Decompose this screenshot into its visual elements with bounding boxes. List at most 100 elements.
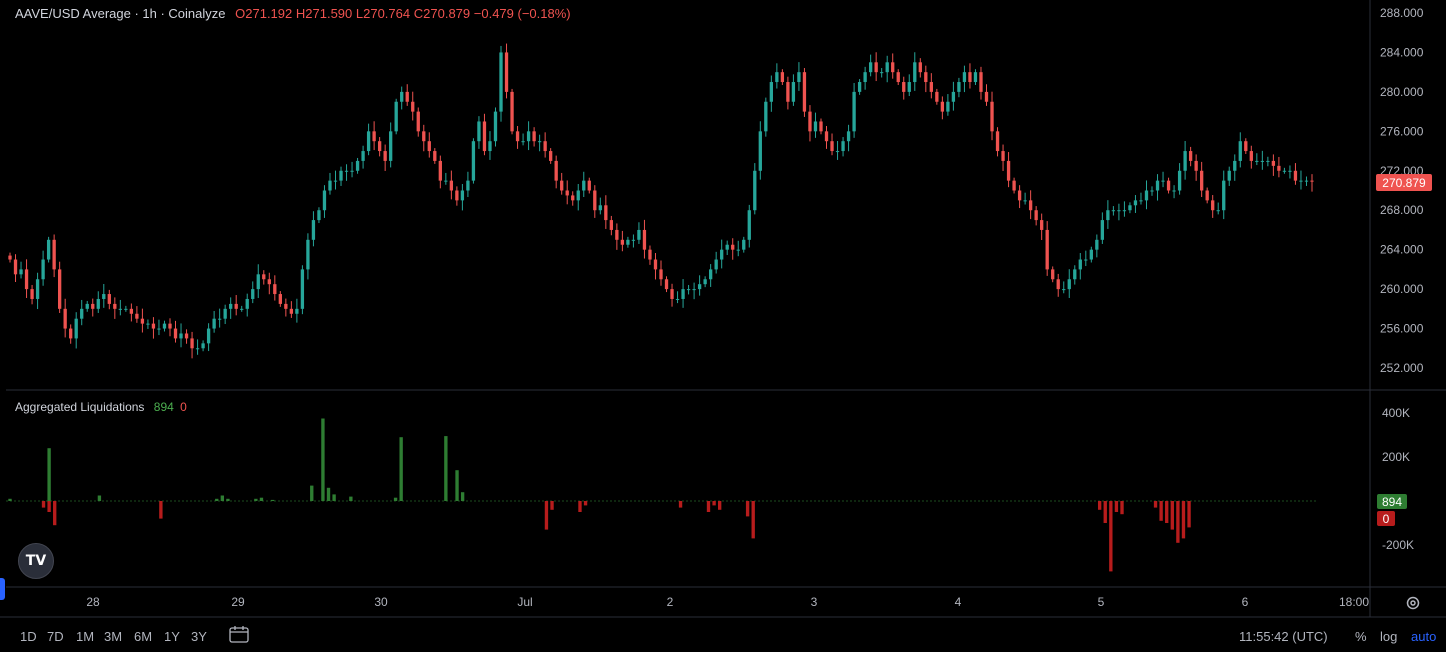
- range-3m-button[interactable]: 3M: [104, 629, 123, 644]
- candle-body: [1139, 200, 1143, 202]
- candle-body: [686, 289, 691, 291]
- price-tick-label: 280.000: [1380, 85, 1424, 99]
- candle-body: [537, 141, 542, 143]
- candle-body: [758, 131, 762, 171]
- candle-body: [206, 328, 211, 344]
- liquidation-short-bar: [745, 501, 750, 517]
- chart-settings-icon[interactable]: [1406, 596, 1420, 610]
- candle-body: [819, 121, 823, 132]
- candle-body: [587, 180, 591, 191]
- open-value: O271.192: [235, 6, 293, 21]
- candle-body: [74, 318, 78, 339]
- liquidation-short-badge: 0: [1377, 511, 1395, 526]
- candle-body: [157, 328, 161, 330]
- high-value: H271.590: [295, 6, 353, 21]
- candle-body: [515, 131, 520, 142]
- symbol-line: AAVE/USD Average · 1h · Coinalyze: [15, 6, 226, 21]
- candle-body: [1227, 170, 1231, 181]
- candle-body: [863, 72, 867, 83]
- range-1y-button[interactable]: 1Y: [164, 629, 180, 644]
- liquidation-long-bar: [460, 492, 465, 501]
- candle-body: [251, 289, 255, 299]
- candle-body: [929, 82, 933, 92]
- liquidation-long-bar: [97, 495, 102, 501]
- candle-body: [670, 289, 674, 299]
- log-toggle[interactable]: log: [1380, 629, 1398, 644]
- candle-body: [69, 328, 73, 339]
- candle-body: [1183, 151, 1187, 171]
- liquidation-short-bar: [583, 501, 588, 506]
- liquidation-long-badge: 894: [1377, 494, 1407, 509]
- candle-body: [725, 244, 729, 250]
- liquidation-short-bar: [1159, 501, 1163, 521]
- candle-body: [91, 303, 95, 309]
- candle-body: [8, 255, 12, 260]
- liquidation-short-bar: [1176, 501, 1180, 543]
- candle-body: [1062, 289, 1066, 291]
- utc-clock[interactable]: 11:55:42 (UTC): [1239, 629, 1328, 644]
- candle-body: [52, 239, 56, 270]
- liquidation-short-bar: [47, 501, 51, 512]
- candle-body: [736, 249, 740, 251]
- date-range-icon[interactable]: [229, 626, 249, 643]
- candle-body: [13, 259, 18, 275]
- price-axis[interactable]: 288.000284.000280.000276.000272.000268.0…: [1380, 6, 1424, 375]
- candle-body: [1249, 151, 1253, 161]
- liquidation-short-bar: [53, 501, 57, 526]
- candle-body: [1100, 220, 1105, 240]
- range-1d-button[interactable]: 1D: [20, 629, 37, 644]
- symbol-title[interactable]: AAVE/USD Average · 1h · Coinalyze O271.1…: [15, 6, 571, 21]
- liquidation-long-bar: [455, 470, 459, 501]
- percent-toggle[interactable]: %: [1355, 629, 1367, 644]
- last-price-badge: 270.879: [1376, 174, 1432, 191]
- time-axis-label: 5: [1098, 595, 1105, 609]
- candle-body: [57, 269, 62, 309]
- candle-body: [217, 318, 222, 320]
- candle-body: [96, 298, 100, 309]
- candle-body: [797, 72, 801, 83]
- time-axis-label: 28: [86, 595, 100, 609]
- candle-body: [339, 170, 343, 181]
- candle-body: [1067, 279, 1071, 290]
- tradingview-logo[interactable]: TV: [18, 543, 54, 579]
- candle-body: [377, 141, 382, 152]
- candle-body: [80, 308, 84, 319]
- candle-body: [1001, 151, 1005, 161]
- candle-body: [1150, 190, 1154, 192]
- liquidation-short-bar: [1153, 501, 1158, 508]
- candle-body: [1177, 170, 1182, 191]
- candle-body: [471, 141, 476, 181]
- candle-body: [146, 323, 150, 325]
- candle-body: [162, 323, 167, 329]
- candle-body: [267, 279, 271, 285]
- time-axis[interactable]: 28 29 30 Jul 2 3 4 5 6 18:00: [86, 595, 1369, 609]
- candle-body: [113, 303, 117, 309]
- candle-body: [824, 131, 829, 142]
- liquidation-long-bar: [254, 498, 258, 501]
- candle-body: [510, 91, 514, 132]
- candle-body: [775, 72, 779, 83]
- candle-body: [240, 308, 244, 310]
- candle-body: [256, 274, 260, 290]
- indicator-legend[interactable]: Aggregated Liquidations 894 0: [15, 400, 187, 414]
- candle-body: [1288, 170, 1292, 172]
- candle-body: [979, 72, 983, 92]
- candle-body: [598, 205, 602, 211]
- candle-body: [1023, 200, 1027, 202]
- liquidation-long-bar: [326, 487, 331, 501]
- candle-body: [118, 308, 122, 310]
- range-6m-button[interactable]: 6M: [134, 629, 153, 644]
- side-panel-handle[interactable]: [0, 578, 5, 600]
- candle-body: [405, 91, 409, 102]
- range-1m-button[interactable]: 1M: [76, 629, 95, 644]
- candle-body: [880, 72, 884, 74]
- time-axis-label: 18:00: [1339, 595, 1369, 609]
- candle-body: [631, 239, 636, 241]
- range-3y-button[interactable]: 3Y: [191, 629, 207, 644]
- liquidation-short-bar: [41, 501, 46, 508]
- range-7d-button[interactable]: 7D: [47, 629, 64, 644]
- candle-body: [902, 82, 906, 92]
- candle-body: [433, 151, 437, 161]
- auto-toggle[interactable]: auto: [1411, 629, 1437, 644]
